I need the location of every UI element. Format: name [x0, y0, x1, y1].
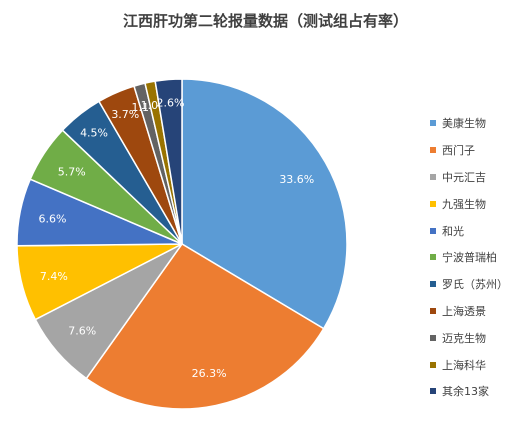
- legend-swatch: [430, 173, 436, 180]
- data-label: 7.4%: [40, 270, 68, 283]
- legend-label: 上海科华: [442, 358, 486, 372]
- data-label: 5.7%: [58, 165, 86, 178]
- chart-legend: 美康生物西门子中元汇吉九强生物和光宁波普瑞柏罗氏（苏州） 上海透景迈克生物上海科华…: [430, 110, 530, 405]
- legend-item: 上海透景: [430, 298, 530, 325]
- legend-label: 上海透景: [442, 304, 486, 318]
- legend-label: 迈克生物: [442, 331, 486, 345]
- data-label: 3.7%: [111, 108, 139, 121]
- legend-label: 美康生物: [442, 117, 486, 131]
- data-label: 26.3%: [192, 367, 227, 380]
- legend-item: 其余13家: [430, 378, 530, 405]
- data-label: 7.6%: [68, 324, 96, 337]
- legend-label: 九强生物: [442, 197, 486, 211]
- legend-label: 宁波普瑞柏: [442, 251, 497, 265]
- legend-item: 上海科华: [430, 351, 530, 378]
- legend-swatch: [430, 147, 436, 154]
- legend-swatch: [430, 388, 436, 395]
- chart-title: 江西肝功第二轮报量数据（测试组占有率）: [122, 12, 408, 30]
- pie-slice: [154, 78, 183, 245]
- legend-item: 九强生物: [430, 190, 530, 217]
- legend-label: 其余13家: [442, 385, 489, 399]
- data-label: 33.6%: [279, 173, 314, 186]
- legend-swatch: [430, 254, 436, 261]
- legend-label: 罗氏（苏州）: [442, 278, 508, 292]
- legend-item: 宁波普瑞柏: [430, 244, 530, 271]
- data-label: 2.6%: [156, 97, 184, 110]
- legend-item: 美康生物: [430, 110, 530, 137]
- pie-slice: [85, 243, 325, 410]
- data-label: 6.6%: [39, 212, 67, 225]
- legend-item: 和光: [430, 217, 530, 244]
- legend-swatch: [430, 227, 436, 234]
- legend-label: 和光: [442, 224, 464, 238]
- legend-item: 中元汇吉: [430, 164, 530, 191]
- legend-label: 中元汇吉: [442, 170, 486, 184]
- legend-item: 西门子: [430, 137, 530, 164]
- legend-item: 罗氏（苏州）: [430, 271, 530, 298]
- legend-swatch: [430, 334, 436, 341]
- legend-swatch: [430, 361, 436, 368]
- data-label: 4.5%: [80, 127, 108, 140]
- pie-slice: [181, 78, 348, 330]
- legend-swatch: [430, 200, 436, 207]
- legend-label: 西门子: [442, 144, 475, 158]
- legend-item: 迈克生物: [430, 324, 530, 351]
- legend-swatch: [430, 307, 436, 314]
- legend-swatch: [430, 281, 436, 288]
- legend-swatch: [430, 120, 436, 127]
